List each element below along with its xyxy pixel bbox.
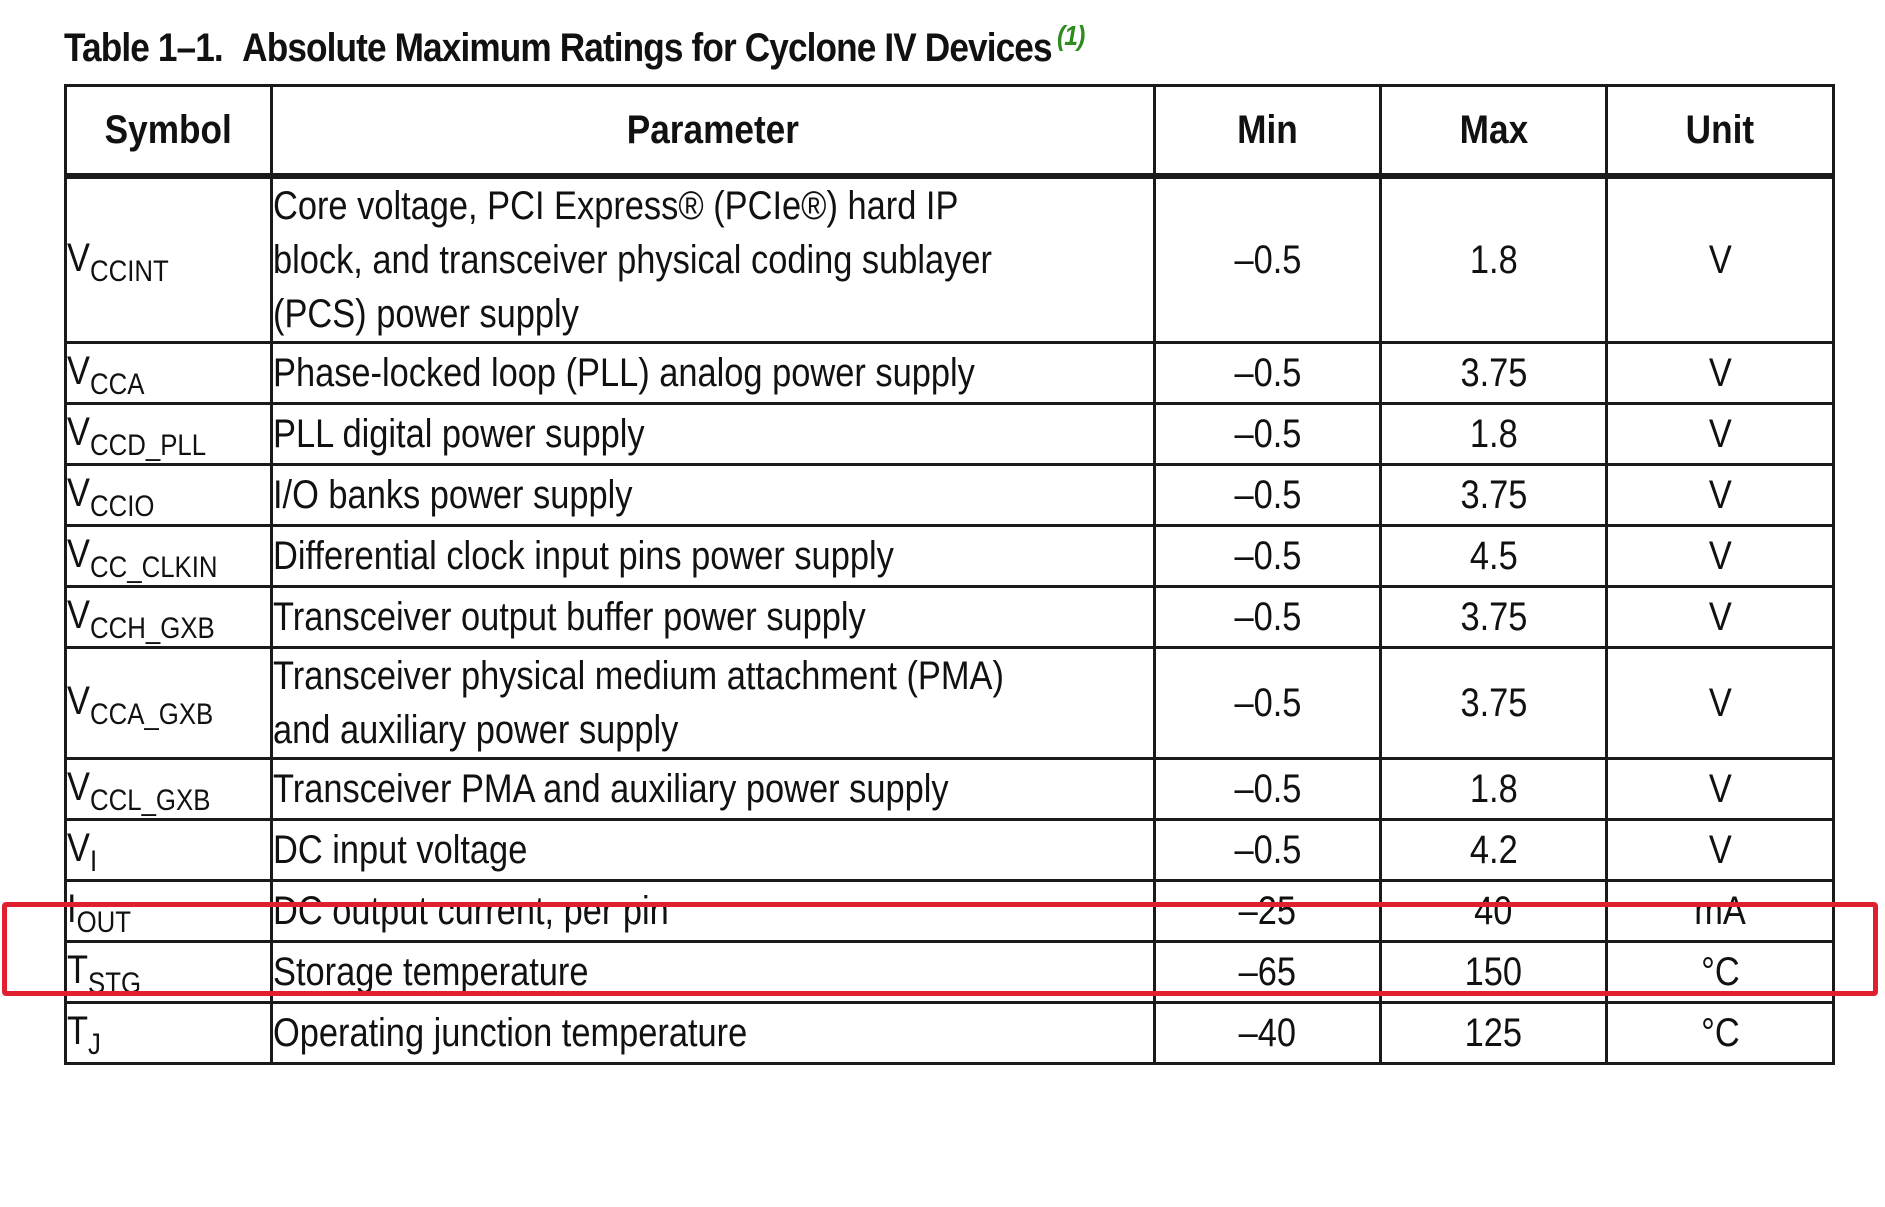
cell-parameter: Transceiver physical medium attachment (… xyxy=(270,646,1156,760)
cell-max: 3.75 xyxy=(1379,463,1608,527)
cell-parameter: PLL digital power supply xyxy=(270,402,1156,466)
header-parameter: Parameter xyxy=(270,84,1156,179)
cell-symbol: VCCA_GXB xyxy=(64,646,273,760)
table-row: VCCA_GXB Transceiver physical medium atta… xyxy=(64,646,1835,760)
cell-min: –0.5 xyxy=(1153,818,1382,882)
table-row: VCCL_GXB Transceiver PMA and auxiliary po… xyxy=(64,757,1835,821)
ratings-table: Symbol Parameter Min Max Unit VCCINT Core… xyxy=(64,84,1835,1065)
cell-unit: V xyxy=(1605,646,1835,760)
cell-min: –0.5 xyxy=(1153,463,1382,527)
table-number: Table 1–1. xyxy=(64,25,224,70)
cell-unit: V xyxy=(1605,463,1835,527)
cell-symbol: TJ xyxy=(64,1001,273,1065)
cell-max: 3.75 xyxy=(1379,585,1608,649)
cell-parameter: I/O banks power supply xyxy=(270,463,1156,527)
cell-unit: V xyxy=(1605,757,1835,821)
table-row: VCCA Phase-locked loop (PLL) analog power… xyxy=(64,341,1835,405)
table-row: VI DC input voltage –0.5 4.2 V xyxy=(64,818,1835,882)
cell-parameter: Operating junction temperature xyxy=(270,1001,1156,1065)
cell-parameter: DC input voltage xyxy=(270,818,1156,882)
cell-unit: °C xyxy=(1605,1001,1835,1065)
cell-parameter: Differential clock input pins power supp… xyxy=(270,524,1156,588)
cell-max: 150 xyxy=(1379,940,1608,1004)
cell-min: –65 xyxy=(1153,940,1382,1004)
cell-unit: °C xyxy=(1605,940,1835,1004)
cell-min: –0.5 xyxy=(1153,524,1382,588)
table-title: Absolute Maximum Ratings for Cyclone IV … xyxy=(242,25,1052,70)
cell-min: –0.5 xyxy=(1153,174,1382,344)
header-min: Min xyxy=(1153,84,1382,179)
header-unit: Unit xyxy=(1605,84,1835,179)
cell-max: 40 xyxy=(1379,879,1608,943)
cell-max: 1.8 xyxy=(1379,757,1608,821)
cell-max: 125 xyxy=(1379,1001,1608,1065)
table-row: VCCD_PLL PLL digital power supply –0.5 1.8 V xyxy=(64,402,1835,466)
cell-parameter: DC output current, per pin xyxy=(270,879,1156,943)
cell-max: 1.8 xyxy=(1379,174,1608,344)
cell-symbol: VI xyxy=(64,818,273,882)
table-row: VCCIO I/O banks power supply –0.5 3.75 V xyxy=(64,463,1835,527)
header-max: Max xyxy=(1379,84,1608,179)
cell-min: –0.5 xyxy=(1153,646,1382,760)
cell-min: –25 xyxy=(1153,879,1382,943)
table-row: VCCH_GXB Transceiver output buffer power … xyxy=(64,585,1835,649)
cell-symbol: TSTG xyxy=(64,940,273,1004)
header-row: Symbol Parameter Min Max Unit xyxy=(64,84,1835,179)
cell-unit: V xyxy=(1605,341,1835,405)
cell-symbol: VCCIO xyxy=(64,463,273,527)
cell-max: 3.75 xyxy=(1379,341,1608,405)
cell-parameter: Transceiver output buffer power supply xyxy=(270,585,1156,649)
table-row: TJ Operating junction temperature –40 125 °C xyxy=(64,1001,1835,1065)
cell-max: 3.75 xyxy=(1379,646,1608,760)
cell-min: –40 xyxy=(1153,1001,1382,1065)
cell-max: 1.8 xyxy=(1379,402,1608,466)
cell-symbol: VCCINT xyxy=(64,174,273,344)
cell-symbol: IOUT xyxy=(64,879,273,943)
cell-unit: V xyxy=(1605,818,1835,882)
cell-min: –0.5 xyxy=(1153,341,1382,405)
cell-symbol: VCC_CLKIN xyxy=(64,524,273,588)
cell-unit: mA xyxy=(1605,879,1835,943)
table-row: VCC_CLKIN Differential clock input pins p… xyxy=(64,524,1835,588)
cell-min: –0.5 xyxy=(1153,585,1382,649)
cell-parameter: Phase-locked loop (PLL) analog power sup… xyxy=(270,341,1156,405)
footnote-reference[interactable]: (1) xyxy=(1056,20,1085,51)
cell-unit: V xyxy=(1605,174,1835,344)
cell-symbol: VCCL_GXB xyxy=(64,757,273,821)
cell-min: –0.5 xyxy=(1153,402,1382,466)
table-row: VCCINT Core voltage, PCI Express® (PCIe®)… xyxy=(64,174,1835,344)
cell-parameter: Storage temperature xyxy=(270,940,1156,1004)
cell-symbol: VCCA xyxy=(64,341,273,405)
cell-max: 4.2 xyxy=(1379,818,1608,882)
table-row: IOUT DC output current, per pin –25 40 mA xyxy=(64,879,1835,943)
cell-unit: V xyxy=(1605,402,1835,466)
cell-unit: V xyxy=(1605,585,1835,649)
cell-unit: V xyxy=(1605,524,1835,588)
cell-parameter: Transceiver PMA and auxiliary power supp… xyxy=(270,757,1156,821)
cell-symbol: VCCD_PLL xyxy=(64,402,273,466)
cell-max: 4.5 xyxy=(1379,524,1608,588)
table-row: TSTG Storage temperature –65 150 °C xyxy=(64,940,1835,1004)
header-symbol: Symbol xyxy=(64,84,273,179)
table-caption: Table 1–1. Absolute Maximum Ratings for … xyxy=(64,18,1085,78)
cell-min: –0.5 xyxy=(1153,757,1382,821)
cell-parameter: Core voltage, PCI Express® (PCIe®) hard … xyxy=(270,174,1156,344)
cell-symbol: VCCH_GXB xyxy=(64,585,273,649)
